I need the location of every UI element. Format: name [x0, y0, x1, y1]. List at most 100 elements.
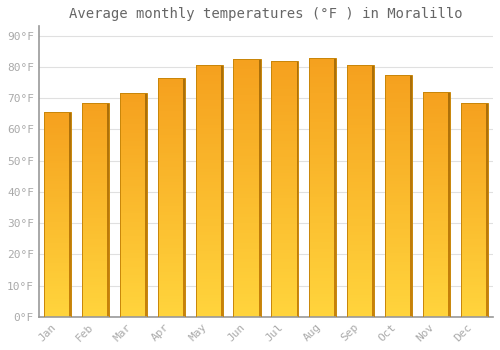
Bar: [196, 298, 221, 301]
Bar: [234, 301, 258, 304]
Bar: [82, 103, 108, 105]
Bar: [486, 282, 488, 285]
Bar: [296, 291, 298, 294]
Bar: [158, 155, 183, 159]
Bar: [372, 285, 374, 288]
Bar: [448, 308, 450, 311]
Bar: [422, 151, 448, 154]
Bar: [82, 210, 108, 212]
Bar: [422, 232, 448, 235]
Bar: [372, 273, 374, 276]
Bar: [221, 153, 223, 156]
Bar: [44, 146, 70, 148]
Bar: [334, 194, 336, 197]
Bar: [183, 144, 185, 147]
Bar: [486, 113, 488, 116]
Bar: [448, 260, 450, 264]
Bar: [44, 112, 72, 317]
Bar: [422, 314, 448, 317]
Bar: [385, 102, 410, 105]
Bar: [234, 304, 258, 307]
Bar: [410, 87, 412, 90]
Bar: [422, 112, 448, 114]
Bar: [108, 164, 109, 167]
Bar: [145, 110, 147, 113]
Bar: [44, 230, 70, 232]
Bar: [334, 132, 336, 135]
Bar: [271, 105, 296, 108]
Bar: [120, 219, 145, 222]
Bar: [158, 122, 183, 126]
Bar: [486, 156, 488, 159]
Bar: [422, 182, 448, 185]
Bar: [44, 138, 70, 140]
Bar: [372, 160, 374, 163]
Bar: [410, 99, 412, 102]
Bar: [145, 116, 147, 119]
Bar: [486, 154, 488, 156]
Bar: [372, 191, 374, 194]
Bar: [271, 298, 296, 301]
Bar: [460, 309, 486, 312]
Bar: [183, 114, 185, 117]
Bar: [70, 243, 71, 245]
Bar: [334, 109, 336, 113]
Bar: [234, 85, 258, 88]
Bar: [309, 288, 334, 291]
Bar: [410, 217, 412, 220]
Bar: [385, 259, 410, 262]
Bar: [82, 175, 108, 178]
Bar: [334, 80, 336, 83]
Bar: [183, 245, 185, 248]
Bar: [234, 252, 258, 256]
Bar: [410, 75, 412, 78]
Bar: [158, 186, 183, 188]
Bar: [422, 159, 448, 162]
Bar: [158, 296, 183, 299]
Bar: [309, 64, 334, 67]
Bar: [486, 204, 488, 207]
Bar: [422, 126, 448, 128]
Bar: [296, 141, 298, 144]
Bar: [347, 219, 372, 223]
Bar: [448, 199, 450, 202]
Bar: [158, 272, 183, 275]
Bar: [486, 207, 488, 210]
Bar: [385, 187, 410, 190]
Bar: [183, 138, 185, 141]
Bar: [296, 77, 298, 80]
Bar: [410, 187, 412, 190]
Bar: [221, 201, 223, 204]
Bar: [120, 300, 145, 303]
Bar: [334, 223, 336, 226]
Bar: [234, 217, 258, 220]
Bar: [234, 166, 258, 169]
Bar: [334, 301, 336, 304]
Bar: [460, 124, 486, 127]
Bar: [183, 302, 185, 305]
Bar: [309, 239, 334, 242]
Bar: [158, 209, 183, 212]
Bar: [486, 202, 488, 204]
Bar: [334, 74, 336, 77]
Bar: [221, 194, 223, 197]
Bar: [258, 236, 260, 239]
Bar: [221, 204, 223, 207]
Bar: [271, 166, 296, 169]
Bar: [196, 182, 221, 185]
Bar: [460, 261, 486, 263]
Bar: [385, 84, 410, 87]
Bar: [347, 75, 372, 78]
Bar: [271, 93, 296, 96]
Bar: [422, 246, 448, 249]
Bar: [372, 69, 374, 72]
Bar: [460, 210, 486, 212]
Bar: [410, 274, 412, 278]
Bar: [296, 163, 298, 166]
Bar: [196, 292, 221, 295]
Bar: [234, 201, 258, 204]
Bar: [234, 272, 258, 275]
Bar: [82, 215, 108, 218]
Bar: [296, 134, 298, 138]
Bar: [108, 170, 109, 172]
